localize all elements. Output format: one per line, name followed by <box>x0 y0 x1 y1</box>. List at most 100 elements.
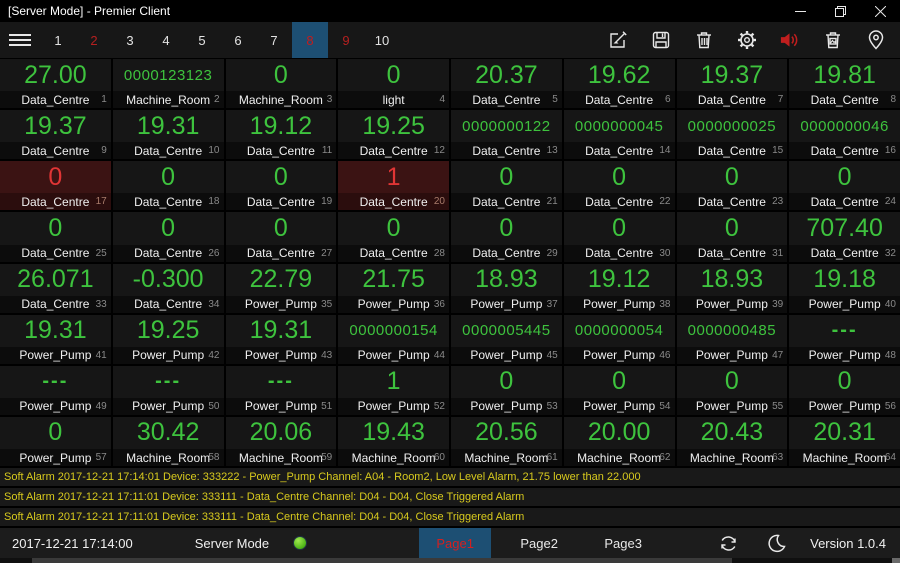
grid-cell[interactable]: 0 Data_Centre 19 <box>225 161 337 211</box>
grid-cell[interactable]: -0.300 Data_Centre 34 <box>112 263 224 313</box>
scrollbar-thumb[interactable] <box>32 558 732 563</box>
alarm-row[interactable]: Soft Alarm 2017-12-21 17:14:01 Device: 3… <box>0 468 900 486</box>
grid-cell[interactable]: 707.40 Data_Centre 32 <box>789 212 900 262</box>
screen-tab-2[interactable]: 2 <box>90 32 98 48</box>
grid-cell[interactable]: 20.56 Machine_Room 61 <box>451 416 562 466</box>
screen-tab-8[interactable]: 8 <box>292 22 328 58</box>
cell-value: 20.37 <box>451 59 562 92</box>
grid-cell[interactable]: 0 Power_Pump 54 <box>563 365 675 415</box>
grid-cell[interactable]: 1 Data_Centre 20 <box>338 161 449 211</box>
grid-cell[interactable]: 19.81 Data_Centre 8 <box>789 59 900 109</box>
page-tab-page3[interactable]: Page3 <box>604 535 642 551</box>
grid-cell[interactable]: 19.62 Data_Centre 6 <box>563 59 675 109</box>
cell-label-strip: Data_Centre 26 <box>112 244 224 262</box>
grid-cell[interactable]: 0 Power_Pump 55 <box>676 365 788 415</box>
grid-cell[interactable]: 0 Data_Centre 23 <box>676 161 788 211</box>
grid-cell[interactable]: 19.25 Power_Pump 42 <box>112 314 224 364</box>
grid-cell[interactable]: 0000000154 Power_Pump 44 <box>338 314 449 364</box>
screen-tab-9[interactable]: 9 <box>342 32 350 48</box>
grid-cell[interactable]: 0 Data_Centre 28 <box>338 212 449 262</box>
grid-cell[interactable]: 19.31 Power_Pump 41 <box>0 314 111 364</box>
grid-cell[interactable]: 20.37 Data_Centre 5 <box>451 59 562 109</box>
grid-cell[interactable]: 0 Power_Pump 53 <box>451 365 562 415</box>
grid-cell[interactable]: 27.00 Data_Centre 1 <box>0 59 111 109</box>
grid-cell[interactable]: 22.79 Power_Pump 35 <box>225 263 337 313</box>
screen-tab-4[interactable]: 4 <box>162 32 170 48</box>
grid-cell[interactable]: 0 Data_Centre 25 <box>0 212 111 262</box>
grid-cell[interactable]: 19.37 Data_Centre 9 <box>0 110 111 160</box>
page-tab-page2[interactable]: Page2 <box>520 535 558 551</box>
close-button[interactable] <box>860 0 900 22</box>
grid-cell[interactable]: 0000000046 Data_Centre 16 <box>789 110 900 160</box>
grid-cell[interactable]: 0000005445 Power_Pump 45 <box>451 314 562 364</box>
grid-cell[interactable]: 19.31 Data_Centre 10 <box>112 110 224 160</box>
grid-cell[interactable]: 0000000485 Power_Pump 47 <box>676 314 788 364</box>
grid-cell[interactable]: 26.071 Data_Centre 33 <box>0 263 111 313</box>
menu-button[interactable] <box>0 22 40 58</box>
mute-icon[interactable] <box>779 30 800 51</box>
image-bin-icon[interactable] <box>822 30 843 51</box>
grid-cell[interactable]: 0 Data_Centre 29 <box>451 212 562 262</box>
restore-button[interactable] <box>820 0 860 22</box>
cell-value: 0 <box>225 59 337 92</box>
grid-cell[interactable]: 20.43 Machine_Room 63 <box>676 416 788 466</box>
grid-cell[interactable]: 19.18 Power_Pump 40 <box>789 263 900 313</box>
alarm-row[interactable]: Soft Alarm 2017-12-21 17:11:01 Device: 3… <box>0 488 900 506</box>
minimize-button[interactable] <box>780 0 820 22</box>
grid-cell[interactable]: 20.00 Machine_Room 62 <box>563 416 675 466</box>
grid-cell[interactable]: --- Power_Pump 51 <box>225 365 337 415</box>
grid-cell[interactable]: --- Power_Pump 49 <box>0 365 111 415</box>
screen-tab-5[interactable]: 5 <box>198 32 206 48</box>
grid-cell[interactable]: 20.31 Machine_Room 64 <box>789 416 900 466</box>
grid-cell[interactable]: 0 Data_Centre 21 <box>451 161 562 211</box>
grid-cell[interactable]: 0 Data_Centre 17 <box>0 161 111 211</box>
grid-cell[interactable]: --- Power_Pump 48 <box>789 314 900 364</box>
grid-cell[interactable]: 0000000025 Data_Centre 15 <box>676 110 788 160</box>
grid-cell[interactable]: 21.75 Power_Pump 36 <box>338 263 449 313</box>
alarm-row[interactable]: Soft Alarm 2017-12-21 17:11:01 Device: 3… <box>0 508 900 526</box>
grid-cell[interactable]: 0 Data_Centre 22 <box>563 161 675 211</box>
delete-icon[interactable] <box>693 30 714 51</box>
grid-cell[interactable]: --- Power_Pump 50 <box>112 365 224 415</box>
screen-tab-1[interactable]: 1 <box>54 32 62 48</box>
page-tab-page1[interactable]: Page1 <box>419 528 492 558</box>
screen-tab-7[interactable]: 7 <box>270 32 278 48</box>
screen-tab-6[interactable]: 6 <box>234 32 242 48</box>
grid-cell[interactable]: 0 Data_Centre 18 <box>112 161 224 211</box>
sync-icon[interactable] <box>718 533 739 554</box>
grid-cell[interactable]: 0 Data_Centre 31 <box>676 212 788 262</box>
grid-cell[interactable]: 0 Power_Pump 57 <box>0 416 111 466</box>
cell-index: 43 <box>321 349 333 361</box>
grid-cell[interactable]: 1 Power_Pump 52 <box>338 365 449 415</box>
grid-cell[interactable]: 0000000122 Data_Centre 13 <box>451 110 562 160</box>
grid-cell[interactable]: 0 Data_Centre 24 <box>789 161 900 211</box>
grid-cell[interactable]: 19.31 Power_Pump 43 <box>225 314 337 364</box>
grid-cell[interactable]: 18.93 Power_Pump 37 <box>451 263 562 313</box>
grid-cell[interactable]: 0 Power_Pump 56 <box>789 365 900 415</box>
grid-cell[interactable]: 19.43 Machine_Room 60 <box>338 416 449 466</box>
grid-cell[interactable]: 18.93 Power_Pump 39 <box>676 263 788 313</box>
screen-tab-3[interactable]: 3 <box>126 32 134 48</box>
moon-icon[interactable] <box>765 533 786 554</box>
grid-cell[interactable]: 0000123123 Machine_Room 2 <box>112 59 224 109</box>
cell-value: 30.42 <box>112 416 224 449</box>
grid-cell[interactable]: 19.12 Power_Pump 38 <box>563 263 675 313</box>
save-icon[interactable] <box>650 30 671 51</box>
grid-cell[interactable]: 0 Data_Centre 26 <box>112 212 224 262</box>
grid-cell[interactable]: 19.37 Data_Centre 7 <box>676 59 788 109</box>
settings-icon[interactable] <box>736 30 757 51</box>
grid-cell[interactable]: 20.06 Machine_Room 59 <box>225 416 337 466</box>
grid-cell[interactable]: 0 light 4 <box>338 59 449 109</box>
grid-cell[interactable]: 0 Machine_Room 3 <box>225 59 337 109</box>
grid-cell[interactable]: 19.25 Data_Centre 12 <box>338 110 449 160</box>
grid-cell[interactable]: 0000000054 Power_Pump 46 <box>563 314 675 364</box>
horizontal-scrollbar[interactable] <box>0 558 900 563</box>
grid-cell[interactable]: 0 Data_Centre 27 <box>225 212 337 262</box>
grid-cell[interactable]: 30.42 Machine_Room 58 <box>112 416 224 466</box>
grid-cell[interactable]: 19.12 Data_Centre 11 <box>225 110 337 160</box>
location-icon[interactable] <box>865 30 886 51</box>
edit-icon[interactable] <box>607 30 628 51</box>
screen-tab-10[interactable]: 10 <box>374 32 390 48</box>
grid-cell[interactable]: 0 Data_Centre 30 <box>563 212 675 262</box>
grid-cell[interactable]: 0000000045 Data_Centre 14 <box>563 110 675 160</box>
